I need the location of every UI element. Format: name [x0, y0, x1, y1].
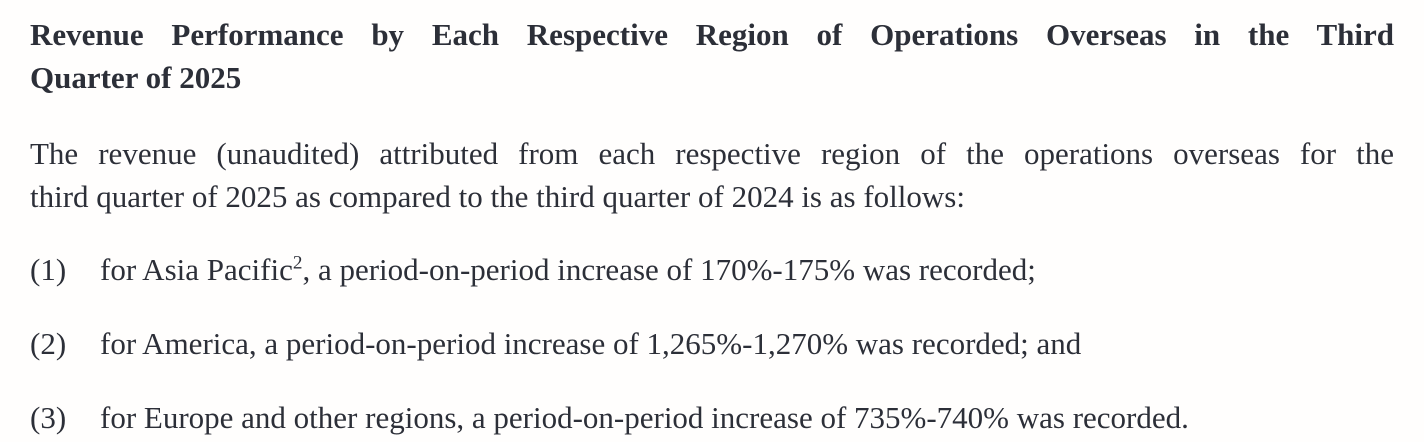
- item-marker: (3): [30, 400, 67, 435]
- item-text: for Europe and other regions, a period-o…: [100, 396, 1394, 439]
- list-item-america: (2) for America, a period-on-period incr…: [30, 322, 1394, 365]
- intro-paragraph: The revenue (unaudited) attributed from …: [30, 132, 1394, 218]
- list-item-europe-other: (3) for Europe and other regions, a peri…: [30, 396, 1394, 439]
- item-text: for America, a period-on-period increase…: [100, 322, 1394, 365]
- list-item-asia-pacific: (1) for Asia Pacific2, a period-on-perio…: [30, 248, 1394, 291]
- item-text: for Asia Pacific2, a period-on-period in…: [100, 248, 1394, 291]
- section-heading: Revenue Performance by Each Respective R…: [30, 13, 1394, 99]
- item-text-pre: for Europe and other regions, a period-o…: [100, 400, 1189, 435]
- item-marker: (2): [30, 326, 67, 361]
- footnote-reference: 2: [292, 252, 303, 274]
- item-text-post: , a period-on-period increase of 170%-17…: [302, 252, 1036, 287]
- intro-line-1: The revenue (unaudited) attributed from …: [30, 136, 1394, 171]
- heading-line-2: Quarter of 2025: [30, 60, 242, 95]
- item-text-pre: for America, a period-on-period increase…: [100, 326, 1082, 361]
- item-text-pre: for Asia Pacific: [100, 252, 293, 287]
- item-marker: (1): [30, 252, 67, 287]
- heading-line-1: Revenue Performance by Each Respective R…: [30, 17, 1394, 52]
- intro-line-2: third quarter of 2025 as compared to the…: [30, 179, 965, 214]
